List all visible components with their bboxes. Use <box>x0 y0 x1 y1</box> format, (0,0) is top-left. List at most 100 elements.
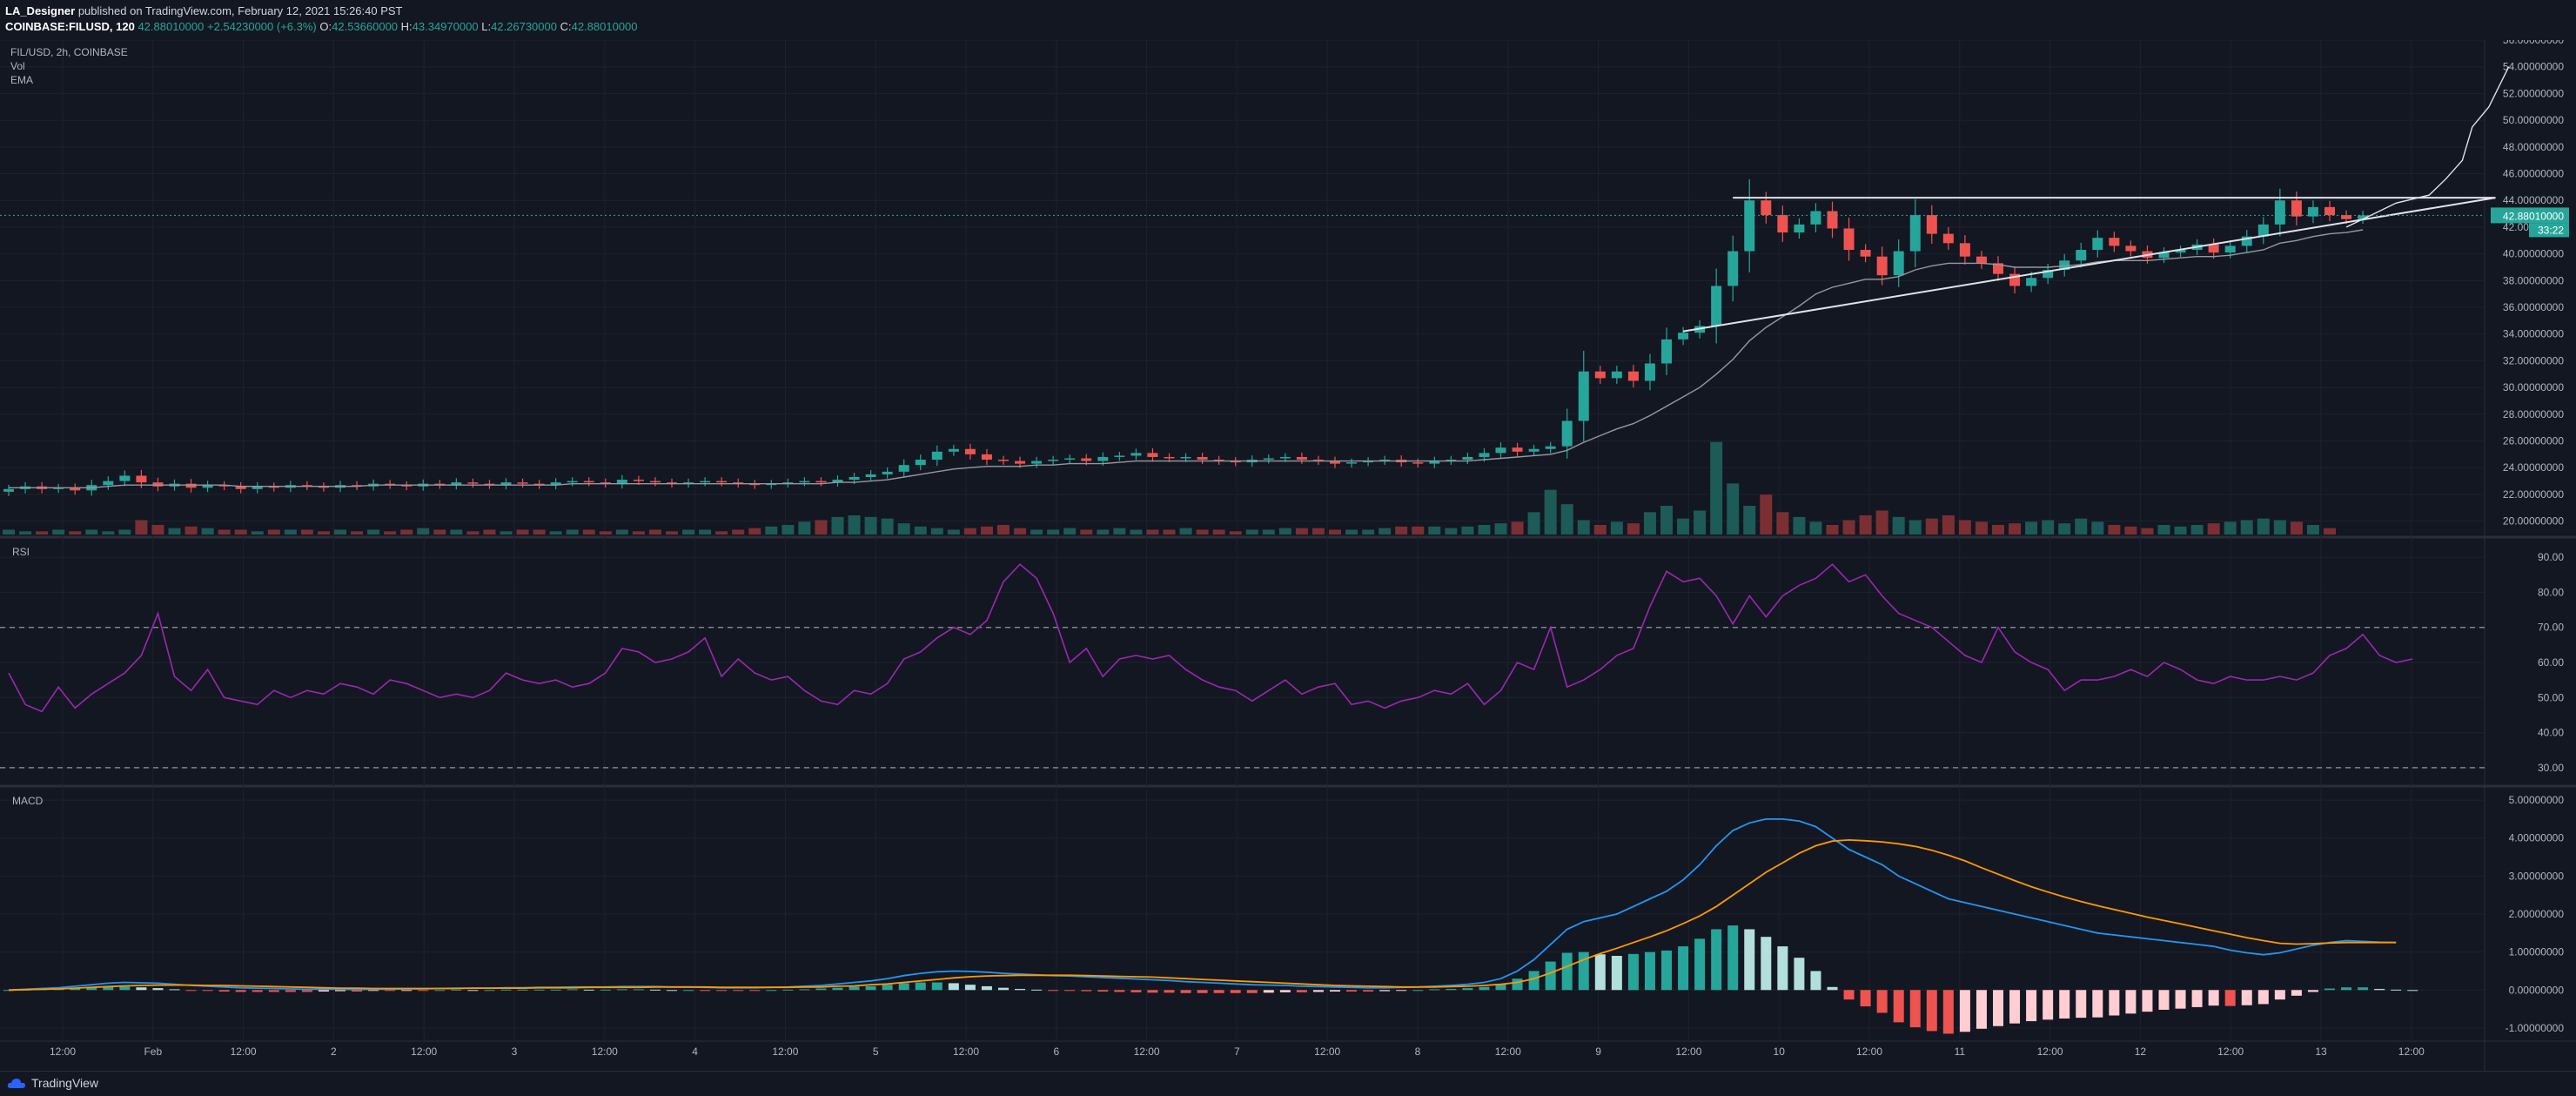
candle-body <box>318 486 329 488</box>
macd-histogram-bar <box>1678 946 1689 991</box>
macd-histogram-bar <box>998 987 1009 991</box>
ema-legend[interactable]: EMA <box>10 74 34 86</box>
macd-histogram-bar <box>1976 990 1987 1029</box>
macd-histogram-bar <box>1661 950 1672 991</box>
macd-histogram-bar <box>218 990 230 992</box>
rsi-legend[interactable]: RSI <box>12 546 30 558</box>
time-tick-label: 12:00 <box>953 1046 979 1058</box>
price-tick-label: 28.00000000 <box>2503 408 2564 420</box>
macd-legend[interactable]: MACD <box>12 795 44 807</box>
macd-histogram-bar <box>2391 989 2402 991</box>
time-tick-label: 12:00 <box>2037 1046 2063 1058</box>
volume-bar <box>433 529 446 535</box>
volume-bar <box>1478 525 1491 535</box>
candle-body <box>2224 245 2236 253</box>
macd-histogram-bar <box>649 989 661 991</box>
volume-bar <box>1014 528 1027 535</box>
macd-histogram-bar <box>2142 990 2153 1012</box>
candle-body <box>815 481 827 483</box>
volume-bar <box>2306 525 2319 535</box>
rsi-tick-label: 30.00 <box>2538 762 2564 774</box>
candle-body <box>1114 455 1125 457</box>
volume-bar <box>963 528 976 535</box>
macd-histogram-bar <box>1528 971 1540 991</box>
candle-body <box>1147 453 1158 457</box>
high-value: 43.34970000 <box>412 20 479 33</box>
macd-histogram-bar <box>3 990 14 992</box>
candle-body <box>1312 460 1324 461</box>
candle-body <box>1876 256 1888 276</box>
candle-body <box>1627 371 1639 381</box>
volume-bar <box>1345 529 1358 535</box>
volume-bar <box>2124 526 2137 535</box>
candle-body <box>1479 453 1490 457</box>
macd-histogram-bar <box>1031 989 1043 991</box>
volume-bar <box>135 520 148 535</box>
candle-body <box>185 483 197 488</box>
macd-histogram-bar <box>1230 990 1241 993</box>
volume-bar <box>1560 504 1573 535</box>
volume-bar <box>1958 520 1971 535</box>
candle-body <box>1330 461 1340 464</box>
time-tick-label: 12:00 <box>1856 1046 1882 1058</box>
macd-histogram-bar <box>1827 986 1838 991</box>
candle-body <box>2341 215 2352 219</box>
candle-body <box>2043 270 2054 279</box>
volume-bar <box>384 531 397 535</box>
tradingview-logo[interactable]: TradingView <box>7 1076 98 1090</box>
macd-histogram-bar <box>484 990 495 992</box>
macd-histogram-bar <box>2026 990 2037 1022</box>
volume-bar <box>1412 526 1425 535</box>
macd-histogram-bar <box>2009 990 2021 1024</box>
time-tick-label: 13 <box>2315 1046 2327 1058</box>
author-name[interactable]: LA_Designer <box>5 4 76 17</box>
macd-histogram-bar <box>1959 990 1970 1032</box>
low-label: L: <box>481 20 492 33</box>
countdown-text: 33:22 <box>2538 224 2564 236</box>
macd-tick-label: -1.00000000 <box>2506 1022 2565 1034</box>
volume-bar <box>234 529 247 535</box>
volume-bar <box>52 529 65 535</box>
macd-histogram-bar <box>1711 929 1722 991</box>
candle-body <box>766 483 777 486</box>
candle-body <box>1860 250 1871 257</box>
candle-body <box>2358 215 2369 219</box>
price-tick-label: 48.00000000 <box>2503 141 2564 153</box>
volume-bar <box>1428 526 1441 535</box>
macd-histogram-bar <box>1694 938 1706 991</box>
macd-histogram-bar <box>1479 986 1490 991</box>
macd-histogram-bar <box>981 985 992 991</box>
candle-body <box>1495 447 1506 454</box>
macd-histogram-bar <box>385 990 396 992</box>
candle-body <box>1926 215 1937 234</box>
volume-bar <box>997 525 1010 535</box>
macd-histogram-bar <box>1611 956 1622 991</box>
time-tick-label: 8 <box>1415 1046 1421 1058</box>
volume-bar <box>351 531 364 535</box>
rsi-line <box>8 563 2413 713</box>
vol-legend[interactable]: Vol <box>10 60 25 72</box>
volume-bar <box>1793 516 1806 535</box>
time-tick-label: 7 <box>1234 1046 1240 1058</box>
volume-bar <box>19 531 32 535</box>
candle-body <box>1545 446 1556 449</box>
volume-bar <box>1030 529 1043 535</box>
volume-bar <box>864 516 877 535</box>
volume-bar <box>417 528 430 535</box>
macd-histogram-bar <box>1180 990 1191 993</box>
time-tick-label: 6 <box>1053 1046 1059 1058</box>
macd-histogram-bar <box>799 989 810 991</box>
macd-histogram-bar <box>948 983 959 991</box>
high-label: H: <box>400 20 413 33</box>
time-tick-label: 11 <box>1955 1046 1966 1058</box>
candle-body <box>2092 238 2103 251</box>
candle-body <box>2125 245 2137 252</box>
open-value: 42.53660000 <box>332 20 399 33</box>
macd-histogram-bar <box>1644 951 1655 991</box>
candle-body <box>799 481 810 483</box>
candle-body <box>1164 456 1175 459</box>
symbol-legend[interactable]: FIL/USD, 2h, COINBASE <box>10 46 128 58</box>
candle-body <box>1263 458 1274 461</box>
candle-body <box>1363 461 1374 463</box>
